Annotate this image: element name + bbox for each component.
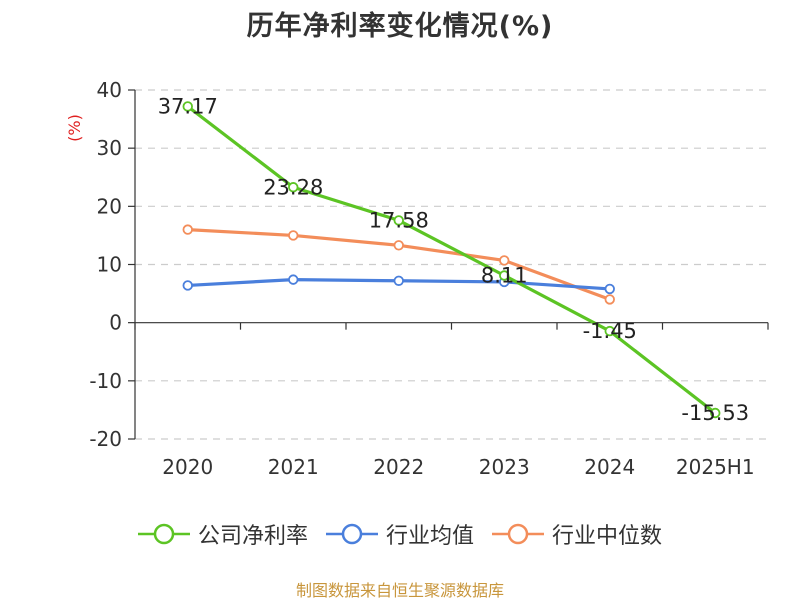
x-tick-label: 2025H1 — [676, 455, 755, 479]
data-point — [288, 230, 299, 241]
data-label: 37.17 — [158, 94, 218, 118]
axes: -20 -10 0 10 20 30 40 (%) 2020 2021 2022 2023 2024 20… — [65, 78, 769, 479]
y-tick-label: 0 — [109, 311, 122, 335]
series-line-1 — [186, 105, 717, 415]
x-tick-label: 2024 — [584, 455, 635, 479]
x-tick-label: 2020 — [162, 455, 213, 479]
data-point — [604, 294, 615, 305]
y-tick-label: -10 — [89, 369, 122, 393]
y-tick-label: 10 — [97, 253, 122, 277]
chart-title: 历年净利率变化情况(%) — [246, 11, 554, 42]
y-tick-label: 20 — [97, 194, 122, 218]
data-labels: 37.17 23.28 17.58 8.11 -1.45 -15.53 — [158, 94, 749, 425]
y-axis-label: (%) — [65, 114, 84, 142]
x-tick-label: 2022 — [373, 455, 424, 479]
data-point — [288, 182, 299, 193]
x-tick-label: 2021 — [268, 455, 319, 479]
legend: 公司净利率 行业均值 行业中位数 — [0, 518, 800, 550]
data-point — [604, 283, 615, 295]
data-label: -15.53 — [681, 401, 749, 425]
y-tick-label: -20 — [89, 427, 122, 451]
series-lines — [182, 101, 721, 419]
legend-label: 行业均值 — [385, 524, 474, 549]
y-tick-label: 30 — [97, 136, 122, 160]
legend-item[interactable]: 行业中位数 — [492, 518, 662, 550]
legend-item[interactable]: 公司净利率 — [137, 518, 308, 550]
data-label: 17.58 — [369, 208, 429, 232]
data-point — [710, 407, 721, 419]
legend-label: 行业中位数 — [552, 524, 663, 549]
data-point — [499, 255, 510, 266]
y-tick-label: 40 — [97, 78, 122, 102]
data-label: 23.28 — [263, 175, 323, 199]
legend-swatch-icon — [492, 523, 544, 545]
legend-label: 公司净利率 — [197, 524, 308, 549]
data-point — [182, 224, 193, 235]
data-point — [393, 240, 404, 251]
data-point — [604, 325, 615, 337]
x-tick-label: 2023 — [479, 455, 530, 479]
legend-item[interactable]: 行业均值 — [325, 518, 474, 550]
data-point — [393, 215, 404, 226]
data-point — [393, 275, 404, 286]
legend-swatch-icon — [137, 523, 190, 545]
data-point — [182, 101, 193, 112]
data-label: 8.11 — [481, 263, 528, 287]
data-point — [288, 274, 299, 285]
legend-swatch-icon — [325, 523, 378, 545]
data-point — [499, 270, 510, 281]
data-label: -1.45 — [583, 319, 637, 343]
gridlines — [135, 89, 768, 440]
footer-source: 制图数据来自恒生聚源数据库 — [295, 581, 504, 600]
data-point — [182, 280, 193, 291]
